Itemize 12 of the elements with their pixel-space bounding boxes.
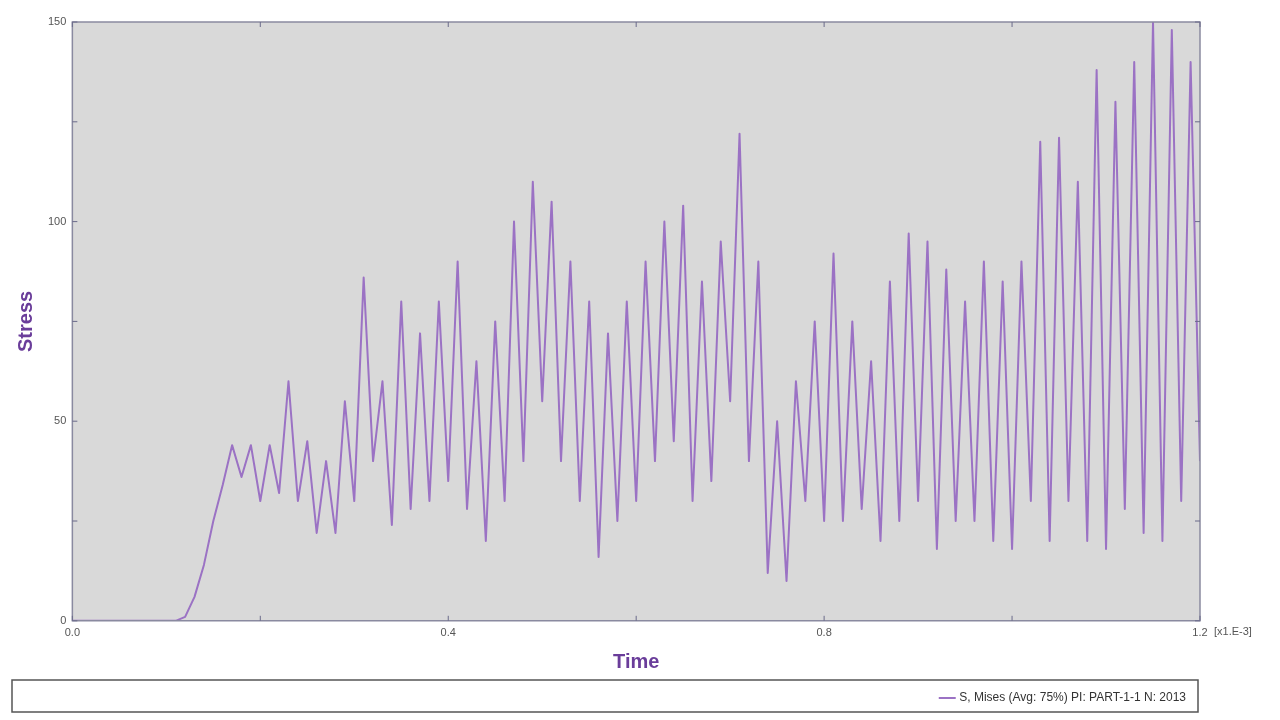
y-tick-label: 50 [54,414,67,427]
x-tick-label: 0.4 [440,626,456,639]
y-axis-title: Stress [13,290,36,352]
text: [x1.E-3] [1214,625,1252,638]
legend-label: S, Mises (Avg: 75%) PI: PART-1-1 N: 2013 [959,690,1187,705]
y-tick-label: 100 [47,214,67,227]
x-tick-label: 0.8 [816,626,832,639]
x-tick-label: 1.2 [1192,626,1208,639]
y-tick-label: 150 [47,15,67,28]
y-tick-label: 0 [60,613,67,626]
x-axis-title: Time [613,649,660,672]
x-tick-label: 0.0 [64,626,80,639]
